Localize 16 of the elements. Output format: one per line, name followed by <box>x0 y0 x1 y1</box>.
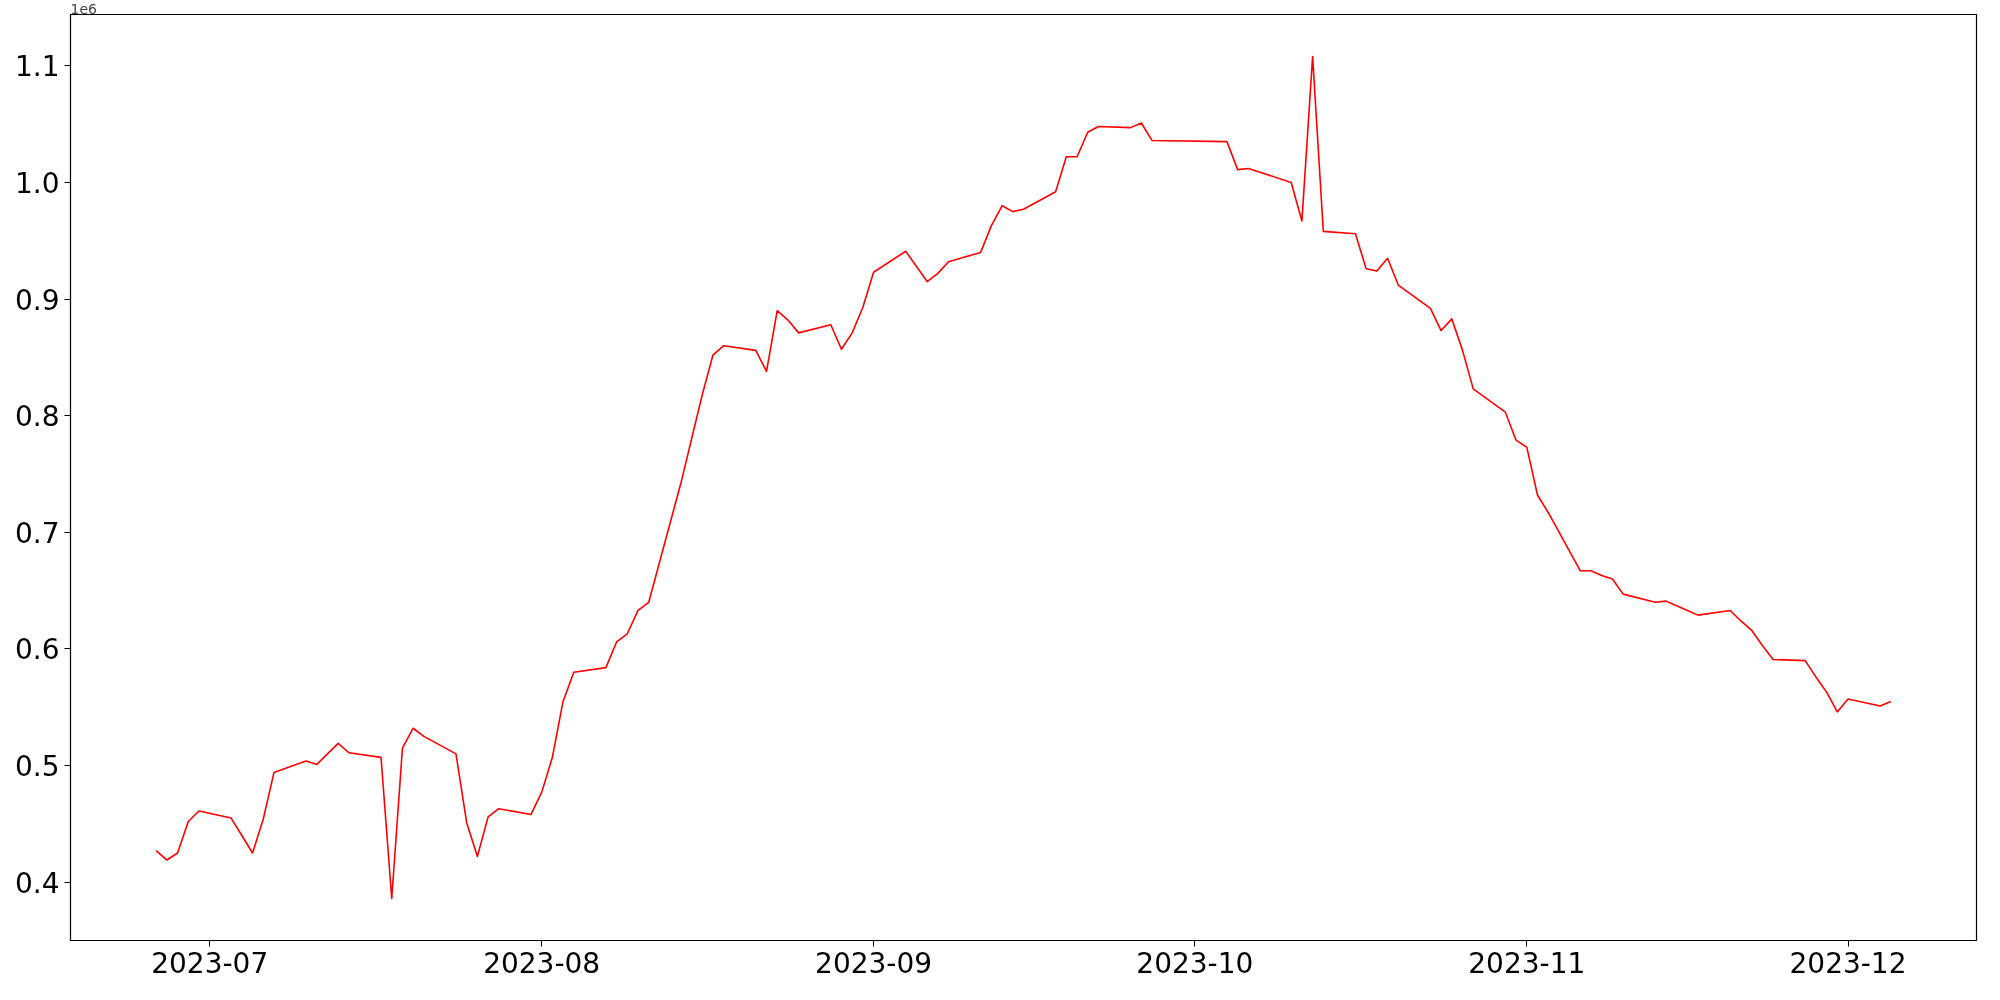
x-tick-label: 2023-11 <box>1468 946 1586 980</box>
y-tick-label: 1.0 <box>14 166 60 200</box>
y-tick-label: 0.4 <box>14 866 60 900</box>
y-tick-label: 0.9 <box>14 283 60 317</box>
y-tick-label: 0.6 <box>14 633 60 667</box>
x-tick-label: 2023-07 <box>151 946 269 980</box>
y-tick-label: 1.1 <box>14 50 60 84</box>
annotation: 1e6 <box>70 0 98 17</box>
x-tick-label: 2023-09 <box>815 946 933 980</box>
y-tick-label: 0.7 <box>14 516 60 550</box>
x-tick-label: 2023-08 <box>483 946 601 980</box>
y-tick-label: 0.8 <box>14 400 60 434</box>
x-tick-label: 2023-10 <box>1136 946 1254 980</box>
y-tick-label: 0.5 <box>14 750 60 784</box>
x-tick-label: 2023-12 <box>1789 946 1907 980</box>
line-series <box>155 55 1892 900</box>
